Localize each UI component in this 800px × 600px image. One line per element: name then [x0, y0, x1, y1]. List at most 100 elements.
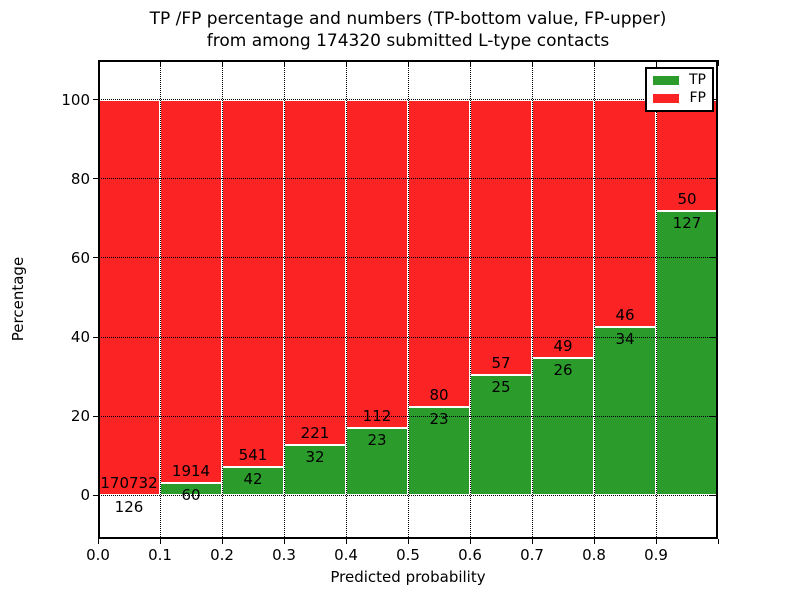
x-tick-label: 0.3	[272, 546, 296, 564]
fp-count-label: 80	[429, 386, 449, 405]
tp-count-label: 34	[615, 330, 635, 349]
chart-title: TP /FP percentage and numbers (TP-bottom…	[98, 8, 718, 52]
x-tick-top	[345, 60, 347, 66]
x-tick-bottom	[221, 539, 223, 544]
vertical-gridline	[407, 60, 409, 539]
horizontal-gridline	[98, 415, 718, 417]
y-tick-right	[710, 415, 716, 417]
y-tick-label: 0	[80, 486, 90, 505]
x-tick-bottom	[717, 539, 719, 544]
fp-bar-segment	[160, 99, 222, 484]
fp-count-label: 49	[553, 337, 573, 356]
y-tick-right	[710, 494, 716, 496]
y-tick-left	[93, 99, 98, 101]
x-tick-top	[283, 60, 285, 66]
x-tick-bottom	[283, 539, 285, 544]
fp-count-label: 221	[300, 424, 330, 443]
vertical-gridline	[283, 60, 285, 539]
horizontal-gridline	[98, 257, 718, 259]
tp-count-label: 23	[367, 431, 387, 449]
fp-bar-segment	[656, 99, 718, 212]
tp-bar-segment	[470, 374, 532, 496]
x-tick-top	[655, 60, 657, 66]
x-tick-top	[97, 60, 99, 66]
y-axis-label: Percentage	[9, 256, 27, 342]
fp-bar-segment	[98, 99, 160, 496]
chart-title-line2: from among 174320 submitted L-type conta…	[206, 31, 610, 51]
x-tick-label: 0.8	[582, 546, 606, 564]
y-tick-label: 80	[70, 169, 90, 188]
horizontal-gridline	[98, 494, 718, 496]
x-tick-top	[531, 60, 533, 66]
tp-bar-segment	[594, 327, 656, 496]
legend-entry-tp: TP	[653, 73, 706, 88]
fp-bar-segment	[222, 99, 284, 467]
x-tick-top	[221, 60, 223, 66]
x-axis-label: Predicted probability	[330, 568, 486, 586]
x-tick-label: 0.9	[644, 546, 668, 564]
horizontal-gridline	[98, 336, 718, 338]
y-tick-right	[710, 257, 716, 259]
x-tick-bottom	[469, 539, 471, 544]
tp-count-label: 127	[672, 214, 702, 233]
chart-title-line1: TP /FP percentage and numbers (TP-bottom…	[149, 9, 667, 29]
fp-count-label: 57	[491, 353, 511, 372]
x-tick-label: 0.5	[396, 546, 420, 564]
x-tick-top	[717, 60, 719, 66]
fp-count-label: 541	[238, 445, 268, 464]
x-tick-top	[159, 60, 161, 66]
y-tick-label: 60	[70, 248, 90, 267]
x-tick-bottom	[531, 539, 533, 544]
y-tick-left	[93, 336, 98, 338]
legend: TP FP	[645, 67, 714, 112]
fp-count-label: 170732	[100, 474, 158, 493]
vertical-gridline	[531, 60, 533, 539]
fp-bar-segment	[346, 99, 408, 428]
tp-count-label: 126	[114, 498, 144, 517]
plot-area: 170732 126 1914 60 541 42 221 32 112 23 80 23 57 25 49…	[98, 60, 718, 539]
horizontal-gridline	[98, 99, 718, 101]
legend-label-tp: TP	[689, 72, 706, 89]
fp-count-label: 50	[677, 190, 697, 209]
x-tick-top	[469, 60, 471, 66]
x-tick-bottom	[97, 539, 99, 544]
x-tick-label: 0.0	[86, 546, 110, 564]
tp-count-label: 32	[305, 448, 325, 467]
vertical-gridline	[345, 60, 347, 539]
y-tick-left	[93, 415, 98, 417]
x-tick-label: 0.6	[458, 546, 482, 564]
tp-bar-segment	[408, 407, 470, 496]
vertical-gridline	[221, 60, 223, 539]
horizontal-gridline	[98, 178, 718, 180]
legend-entry-fp: FP	[653, 89, 707, 106]
x-tick-label: 0.7	[520, 546, 544, 564]
fp-bar-segment	[532, 99, 594, 359]
tp-bar-segment	[656, 211, 718, 496]
fp-count-label: 46	[615, 306, 635, 325]
vertical-gridline	[655, 60, 657, 539]
x-tick-label: 0.4	[334, 546, 358, 564]
x-tick-bottom	[345, 539, 347, 544]
y-tick-label: 20	[70, 407, 90, 426]
y-tick-right	[710, 178, 716, 180]
fp-bar-segment	[470, 99, 532, 375]
x-tick-label: 0.1	[148, 546, 172, 564]
tp-count-label: 23	[429, 410, 449, 429]
legend-label-fp: FP	[689, 89, 707, 106]
fp-bar-segment	[594, 99, 656, 328]
vertical-gridline	[469, 60, 471, 539]
x-tick-bottom	[593, 539, 595, 544]
tp-bar-segment	[346, 428, 408, 496]
x-tick-bottom	[159, 539, 161, 544]
tp-count-label: 26	[553, 361, 573, 380]
y-tick-left	[93, 257, 98, 259]
x-tick-top	[407, 60, 409, 66]
y-tick-left	[93, 178, 98, 180]
tp-color-swatch	[653, 76, 679, 86]
y-tick-right	[710, 336, 716, 338]
x-tick-bottom	[655, 539, 657, 544]
fp-count-label: 112	[362, 407, 392, 425]
vertical-gridline	[159, 60, 161, 539]
tp-count-label: 42	[243, 469, 263, 488]
